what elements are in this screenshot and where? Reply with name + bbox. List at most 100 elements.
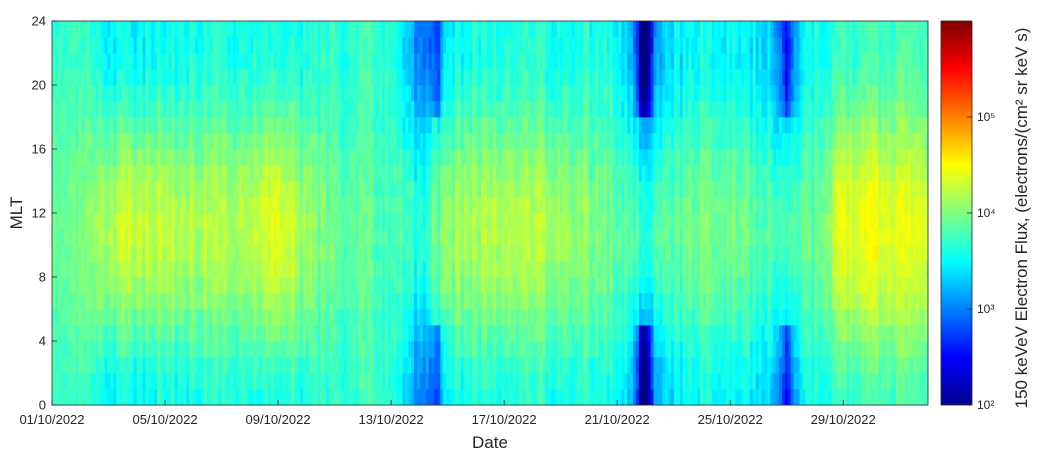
heatmap-cell [314,277,319,294]
heatmap-cell [434,197,438,214]
heatmap-cell [259,37,263,54]
heatmap-cell [66,245,70,262]
heatmap-cell [647,373,651,390]
heatmap-cell [259,165,263,182]
heatmap-cell [338,117,342,134]
heatmap-cell [72,117,76,134]
heatmap-cell [370,357,374,374]
heatmap-cell [373,101,377,118]
heatmap-cell [63,101,67,118]
heatmap-cell [487,341,491,358]
heatmap-cell [454,149,459,166]
heatmap-cell [644,325,649,342]
heatmap-cell [250,325,254,342]
heatmap-cell [136,165,140,182]
heatmap-cell [583,389,587,406]
heatmap-cell [551,213,555,230]
heatmap-cell [621,341,625,358]
heatmap-cell [341,85,345,102]
heatmap-cell [600,357,605,374]
heatmap-cell [417,101,421,118]
heatmap-cell [335,181,339,198]
heatmap-cell [241,357,246,374]
heatmap-cell [151,277,155,294]
heatmap-cell [180,245,184,262]
heatmap-cell [101,229,105,246]
heatmap-cell [650,37,654,54]
heatmap-cell [475,357,479,374]
heatmap-cell [78,133,82,150]
heatmap-cell [154,293,158,310]
heatmap-cell [624,229,628,246]
heatmap-cell [370,117,374,134]
heatmap-cell [174,37,178,54]
heatmap-cell [603,101,608,118]
heatmap-cell [472,133,476,150]
heatmap-cell [536,309,541,326]
heatmap-cell [463,69,468,86]
heatmap-cell [513,293,517,310]
heatmap-cell [300,309,304,326]
heatmap-cell [273,357,278,374]
heatmap-cell [472,341,476,358]
heatmap-cell [525,325,529,342]
heatmap-cell [405,53,409,70]
heatmap-cell [609,149,614,166]
heatmap-cell [294,245,298,262]
heatmap-cell [525,389,529,406]
heatmap-cell [352,117,357,134]
heatmap-cell [189,101,193,118]
heatmap-cell [361,117,365,134]
heatmap-cell [609,101,614,118]
heatmap-cell [171,149,176,166]
heatmap-cell [206,229,211,246]
heatmap-cell [63,117,67,134]
heatmap-cell [376,213,380,230]
heatmap-cell [294,53,298,70]
heatmap-cell [539,85,543,102]
heatmap-cell [650,101,654,118]
heatmap-cell [481,293,485,310]
heatmap-cell [563,181,567,198]
heatmap-cell [449,213,453,230]
heatmap-cell [151,37,155,54]
heatmap-cell [69,69,73,86]
heatmap-cell [653,197,657,214]
heatmap-cell [224,69,228,86]
heatmap-cell [644,357,649,374]
heatmap-cell [533,229,538,246]
heatmap-cell [516,357,520,374]
heatmap-cell [203,357,208,374]
heatmap-cell [308,309,313,326]
heatmap-cell [653,101,657,118]
heatmap-cell [116,277,120,294]
heatmap-cell [428,213,432,230]
heatmap-cell [165,389,170,406]
heatmap-cell [478,245,482,262]
heatmap-cell [195,229,199,246]
heatmap-cell [303,293,307,310]
heatmap-cell [589,357,593,374]
heatmap-cell [560,165,564,182]
heatmap-cell [618,117,622,134]
heatmap-cell [209,37,213,54]
heatmap-cell [367,165,371,182]
heatmap-cell [460,101,465,118]
heatmap-cell [428,229,432,246]
heatmap-cell [437,181,441,198]
heatmap-cell [364,85,368,102]
heatmap-cell [78,149,82,166]
heatmap-cell [370,197,374,214]
heatmap-cell [180,117,184,134]
heatmap-cell [551,117,555,134]
heatmap-cell [253,389,257,406]
heatmap-cell [250,85,254,102]
heatmap-cell [495,101,500,118]
heatmap-cell [227,133,231,150]
heatmap-cell [358,21,362,38]
heatmap-cell [276,229,281,246]
heatmap-cell [297,53,301,70]
heatmap-cell [116,53,120,70]
heatmap-cell [364,149,368,166]
heatmap-cell [507,117,511,134]
